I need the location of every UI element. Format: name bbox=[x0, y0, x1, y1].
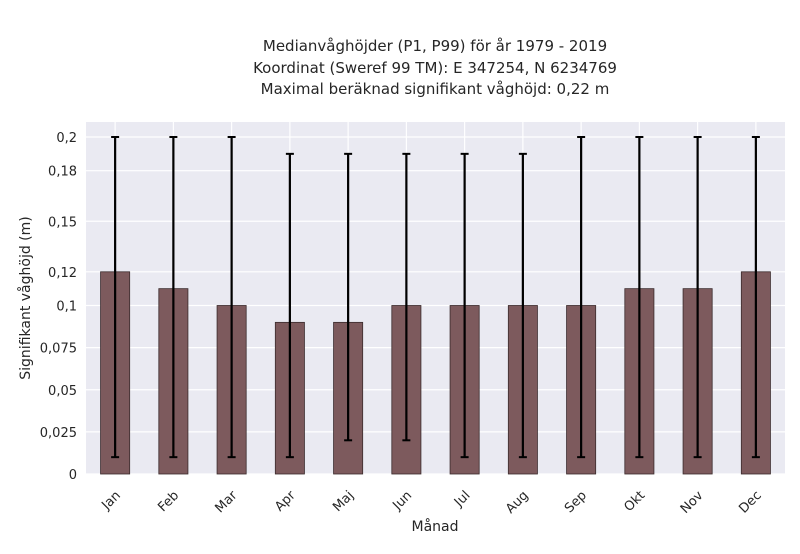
x-tick-label: Feb bbox=[155, 488, 182, 515]
x-tick-label: Apr bbox=[272, 488, 299, 515]
plot-area bbox=[86, 122, 785, 474]
x-tick-label: Nov bbox=[678, 488, 707, 517]
y-tick-label: 0,12 bbox=[48, 266, 77, 281]
error-bar bbox=[518, 152, 527, 459]
error-bar bbox=[693, 136, 702, 459]
y-axis-ticks: 0 0,025 0,05 0,075 0,1 0,12 0,15 0,18 0,2 bbox=[40, 131, 77, 483]
y-tick-label: 0,1 bbox=[56, 300, 77, 315]
y-tick-label: 0,15 bbox=[48, 215, 77, 230]
error-bar bbox=[285, 152, 294, 459]
x-tick-label: Mar bbox=[213, 488, 241, 516]
error-bar bbox=[751, 136, 760, 459]
y-tick-label: 0,18 bbox=[48, 165, 77, 180]
y-tick-label: 0,05 bbox=[48, 384, 77, 399]
error-bar bbox=[169, 136, 178, 459]
x-tick-label: Maj bbox=[330, 488, 357, 515]
x-tick-label: Jul bbox=[451, 488, 473, 510]
error-bar bbox=[227, 136, 236, 459]
y-tick-label: 0,2 bbox=[56, 131, 77, 146]
y-tick-label: 0,025 bbox=[40, 426, 77, 441]
x-axis-label: Månad bbox=[412, 518, 459, 535]
y-tick-label: 0,075 bbox=[40, 342, 77, 357]
chart-title-line-3: Maximal beräknad signifikant våghöjd: 0,… bbox=[261, 80, 610, 98]
error-bar bbox=[111, 136, 120, 459]
error-bars bbox=[111, 136, 760, 459]
x-tick-label: Aug bbox=[503, 488, 532, 517]
error-bar bbox=[402, 152, 411, 442]
y-axis-label: Signifikant våghöjd (m) bbox=[17, 216, 34, 379]
error-bar bbox=[460, 152, 469, 459]
chart-title-line-2: Koordinat (Sweref 99 TM): E 347254, N 62… bbox=[253, 59, 617, 77]
chart-title-line-1: Medianvåghöjder (P1, P99) för år 1979 - … bbox=[263, 37, 607, 55]
y-tick-label: 0 bbox=[69, 468, 77, 483]
x-tick-label: Okt bbox=[621, 488, 648, 515]
error-bar bbox=[635, 136, 644, 459]
chart-title: Medianvåghöjder (P1, P99) för år 1979 - … bbox=[253, 37, 617, 98]
error-bar bbox=[577, 136, 586, 459]
x-axis-ticks: Jan Feb Mar Apr Maj Jun Jul Aug Sep Okt Nov Dec bbox=[98, 488, 764, 517]
error-bar bbox=[344, 152, 353, 442]
x-tick-label: Jan bbox=[98, 488, 123, 513]
x-tick-label: Jun bbox=[390, 488, 416, 514]
x-tick-label: Dec bbox=[736, 488, 764, 516]
x-tick-label: Sep bbox=[562, 488, 590, 516]
